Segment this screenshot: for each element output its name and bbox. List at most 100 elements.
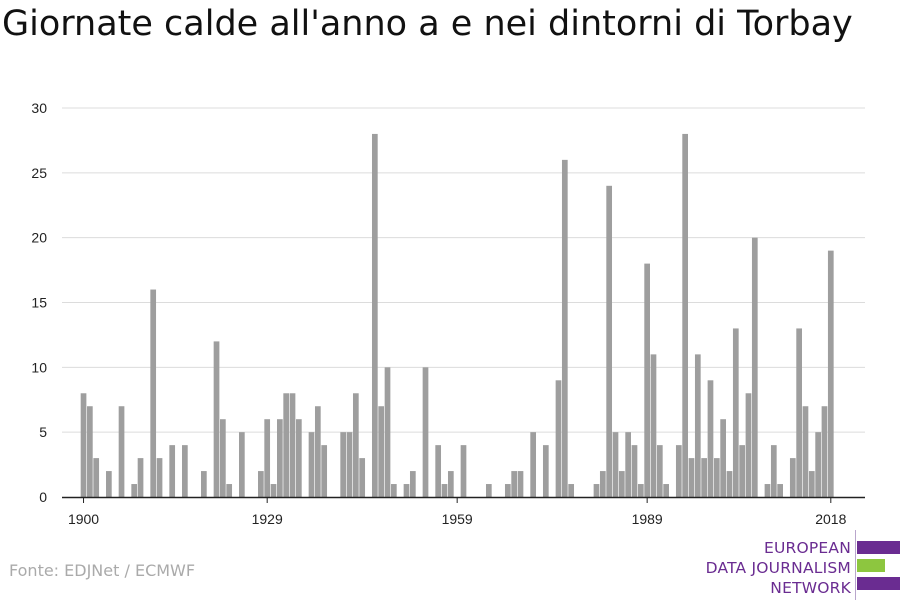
- y-tick-label-0: 0: [39, 489, 47, 505]
- bar-2010: [777, 484, 783, 497]
- bar-1932: [283, 393, 290, 497]
- bar-1930: [270, 484, 277, 497]
- bar-series: [80, 133, 834, 498]
- bar-1938: [321, 445, 328, 497]
- bar-2005: [745, 393, 752, 497]
- bar-1957: [441, 484, 448, 497]
- logo-line-data-journalism: DATA JOURNALISM: [705, 559, 851, 577]
- bar-1999: [707, 380, 714, 497]
- bar-1936: [308, 432, 315, 497]
- bar-1951: [403, 484, 410, 497]
- bar-1969: [517, 471, 524, 497]
- bar-1956: [435, 445, 442, 497]
- bar-1944: [359, 458, 366, 497]
- bar-1954: [422, 367, 429, 497]
- bar-1985: [618, 471, 625, 497]
- x-axis-ticks: 1900 1929 1959 1989 2018: [68, 497, 847, 527]
- y-tick-label-30: 30: [31, 100, 47, 116]
- bar-2006: [751, 237, 758, 497]
- bar-1958: [447, 471, 454, 497]
- bar-1994: [675, 445, 682, 497]
- y-tick-label-10: 10: [31, 359, 47, 375]
- bar-1929: [264, 419, 271, 497]
- bar-1982: [599, 471, 606, 497]
- bar-1964: [485, 484, 492, 497]
- logo-bar-top: [857, 541, 900, 554]
- bar-1998: [701, 458, 707, 497]
- bar-1937: [314, 406, 321, 497]
- chart-title: Giornate calde all'anno a e nei dintorni…: [2, 4, 853, 44]
- y-gridlines: [62, 107, 865, 433]
- x-tick-label-2018: 2018: [815, 511, 846, 527]
- bar-1968: [511, 471, 518, 497]
- bar-1902: [93, 458, 100, 497]
- bar-1934: [295, 419, 302, 497]
- bar-1943: [352, 393, 359, 497]
- logo-line-european: EUROPEAN: [763, 539, 851, 557]
- bar-1981: [593, 484, 600, 497]
- bar-1912: [156, 458, 163, 497]
- bar-1973: [542, 445, 549, 497]
- edjnet-logo: EUROPEAN DATA JOURNALISM NETWORK: [700, 530, 900, 600]
- bar-1995: [682, 133, 688, 497]
- x-tick-label-1989: 1989: [632, 511, 663, 527]
- logo-bar-bottom: [857, 577, 900, 590]
- bar-2016: [815, 432, 821, 497]
- bar-1976: [561, 159, 568, 497]
- bar-1916: [182, 445, 188, 497]
- y-tick-label-15: 15: [31, 295, 47, 311]
- bar-2004: [739, 445, 745, 497]
- x-tick-label-1900: 1900: [68, 511, 99, 527]
- bar-1960: [460, 445, 467, 497]
- source-credit: Fonte: EDJNet / ECMWF: [9, 561, 196, 580]
- bar-1908: [131, 484, 138, 497]
- bar-1947: [378, 406, 385, 497]
- bar-1989: [644, 263, 651, 497]
- bar-1941: [340, 432, 347, 497]
- bar-1900: [80, 393, 87, 497]
- bar-1911: [150, 289, 157, 497]
- x-tick-label-1959: 1959: [442, 511, 473, 527]
- bar-1983: [606, 185, 613, 498]
- bar-1921: [213, 341, 220, 497]
- bar-1967: [504, 484, 511, 497]
- bar-1990: [650, 354, 657, 497]
- bar-2012: [789, 458, 796, 497]
- bar-1914: [169, 445, 176, 497]
- logo-text: EUROPEAN DATA JOURNALISM NETWORK: [706, 538, 851, 598]
- bar-2009: [770, 445, 777, 497]
- bar-1946: [371, 133, 378, 497]
- bar-1987: [631, 445, 638, 497]
- bar-2008: [764, 484, 771, 497]
- bar-1923: [226, 484, 233, 497]
- x-tick-label-1929: 1929: [252, 511, 283, 527]
- bar-1909: [137, 458, 144, 497]
- bar-1949: [390, 484, 397, 497]
- bar-1977: [568, 484, 575, 497]
- bar-2000: [713, 458, 720, 497]
- bar-1904: [106, 471, 112, 497]
- bar-1988: [637, 484, 644, 497]
- bar-chart: 0 5 10 15 20 25 30 1900 1929 1959 1989 2018: [31, 100, 865, 527]
- bar-2018: [827, 250, 834, 497]
- y-tick-label-5: 5: [39, 424, 47, 440]
- bar-2014: [802, 406, 809, 497]
- bar-2001: [720, 419, 726, 497]
- bar-1992: [663, 484, 669, 497]
- bar-1997: [694, 354, 701, 497]
- bar-2017: [821, 406, 828, 497]
- bar-1901: [87, 406, 93, 497]
- bar-1991: [656, 445, 663, 497]
- bar-1971: [530, 432, 537, 497]
- bar-1906: [118, 406, 125, 497]
- bar-2015: [808, 471, 815, 497]
- bar-1986: [625, 432, 632, 497]
- logo-divider: [855, 530, 856, 600]
- bar-1952: [409, 471, 416, 497]
- bar-1996: [688, 458, 695, 497]
- y-tick-label-20: 20: [31, 230, 47, 246]
- y-axis-ticks: 0 5 10 15 20 25 30: [31, 100, 47, 505]
- logo-bar-middle: [857, 559, 885, 572]
- y-tick-label-25: 25: [31, 165, 47, 181]
- bar-1984: [612, 432, 619, 497]
